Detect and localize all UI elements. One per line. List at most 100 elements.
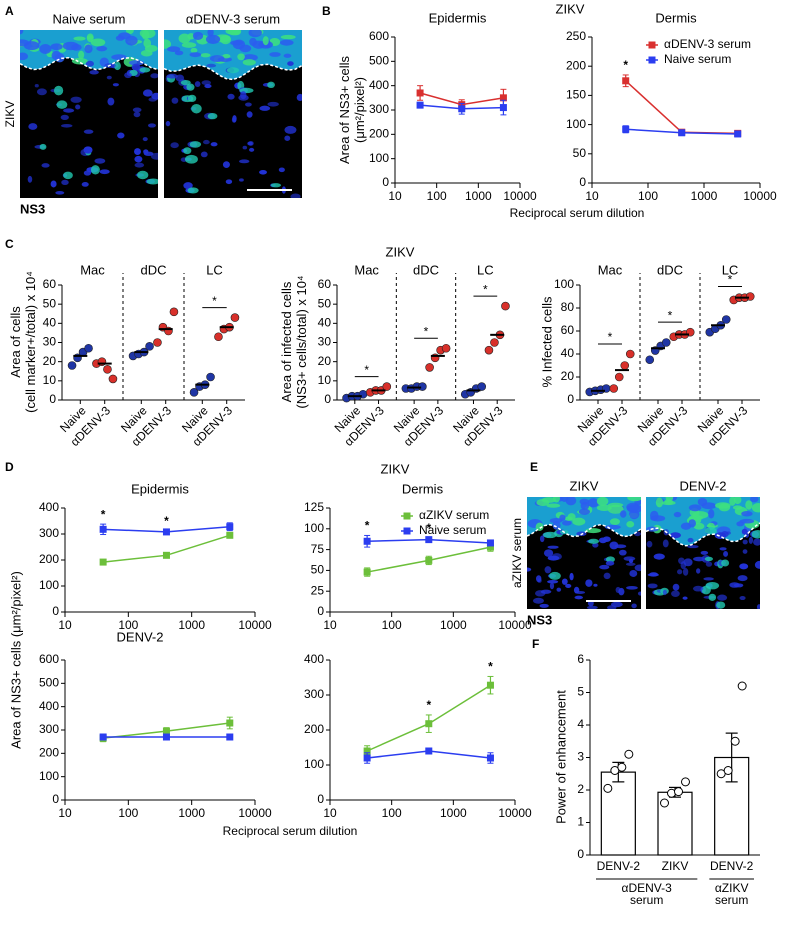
nucleus <box>637 591 641 596</box>
point <box>230 313 240 322</box>
nucleus <box>539 535 545 543</box>
nucleus <box>27 175 33 183</box>
point <box>681 777 690 787</box>
nucleus <box>85 60 94 67</box>
stain <box>572 517 586 526</box>
y-tick-label: 3 <box>577 750 584 764</box>
y-tick-label: 0 <box>317 604 324 618</box>
nucleus <box>626 585 638 590</box>
border-line <box>20 56 158 71</box>
y-tick-label: 40 <box>561 346 575 360</box>
nucleus <box>662 589 667 596</box>
y-tick-label: 600 <box>369 29 389 43</box>
y-tick-label: 60 <box>318 277 332 291</box>
stain <box>609 518 620 525</box>
nucleus <box>705 561 713 567</box>
stain <box>607 502 624 508</box>
point <box>169 307 179 317</box>
panel-title: ZIKV <box>381 461 410 476</box>
significance: * <box>488 660 493 674</box>
x-tick-label: 1000 <box>178 806 205 820</box>
y-tick-label: 60 <box>43 277 57 291</box>
nucleus <box>55 190 65 195</box>
y-axis-label: (cell marker+/total) x 10⁴ <box>23 271 38 413</box>
stain <box>546 503 561 508</box>
x-tick-label: 10000 <box>238 618 272 632</box>
nucleus <box>83 129 94 134</box>
stain <box>549 571 561 580</box>
x-tick-label: 10000 <box>238 806 272 820</box>
x-tick-label: 10 <box>323 618 337 632</box>
nucleus <box>75 104 81 110</box>
significance: * <box>164 514 169 528</box>
micrograph <box>646 497 760 609</box>
y-tick-label: 75 <box>311 542 325 556</box>
stain <box>205 34 221 44</box>
nucleus <box>729 582 740 588</box>
nucleus <box>742 539 748 545</box>
significance: * <box>424 324 429 338</box>
nucleus <box>647 573 660 577</box>
nucleus <box>682 568 689 576</box>
group-label: dDC <box>413 262 439 277</box>
x-tick-label: 100 <box>118 806 138 820</box>
y-axis-label: Area of NS3+ cells <box>337 55 352 164</box>
y-tick-label: 300 <box>304 687 324 701</box>
point <box>620 361 630 370</box>
group-label: LC <box>206 262 223 277</box>
stain <box>708 593 717 601</box>
stain <box>704 556 713 562</box>
nucleus <box>60 123 73 128</box>
stain-label: NS3 <box>527 612 552 627</box>
nucleus <box>723 550 729 557</box>
x-tick-label: 100 <box>118 618 138 632</box>
point <box>737 681 747 691</box>
nucleus <box>147 123 156 128</box>
nucleus <box>107 97 115 106</box>
stain <box>750 497 759 503</box>
y-tick-label: 30 <box>318 335 332 349</box>
y-tick-label: 5 <box>577 685 584 699</box>
significance: * <box>668 308 673 322</box>
stain <box>209 55 225 63</box>
stain <box>751 503 760 513</box>
x-tick-label: 10 <box>585 189 599 203</box>
nucleus <box>249 147 255 152</box>
stain <box>146 178 158 185</box>
stain <box>283 53 292 58</box>
nucleus <box>227 93 235 100</box>
nucleus <box>682 596 688 600</box>
marker <box>486 539 494 547</box>
x-tick-label: 10000 <box>498 806 532 820</box>
stain <box>222 54 231 59</box>
y-axis-label: Area of NS3+ cells (μm²/pixel²) <box>8 571 23 749</box>
stain <box>225 30 240 35</box>
marker <box>162 733 170 741</box>
stain <box>174 50 184 56</box>
marker <box>425 720 433 728</box>
nucleus <box>259 105 271 111</box>
nucleus <box>284 135 291 141</box>
stain <box>650 515 666 522</box>
point <box>67 361 77 370</box>
group-label: dDC <box>140 262 166 277</box>
x-tick-label: 100 <box>638 189 658 203</box>
nucleus <box>194 81 201 87</box>
legend-marker <box>648 56 656 64</box>
stain <box>178 33 191 44</box>
y-tick-label: 0 <box>324 392 331 406</box>
legend-marker <box>403 527 411 535</box>
significance: * <box>728 273 733 287</box>
nucleus <box>539 603 549 608</box>
panel-title: ZIKV <box>386 244 415 259</box>
stain <box>249 37 257 46</box>
nucleus <box>561 578 568 585</box>
marker <box>499 94 507 102</box>
nucleus <box>148 97 157 102</box>
stain <box>733 497 742 505</box>
stain <box>111 54 127 61</box>
stain <box>716 601 726 609</box>
stain <box>704 526 717 535</box>
group-label: αDENV-3 <box>622 881 673 895</box>
nucleus <box>614 544 627 549</box>
